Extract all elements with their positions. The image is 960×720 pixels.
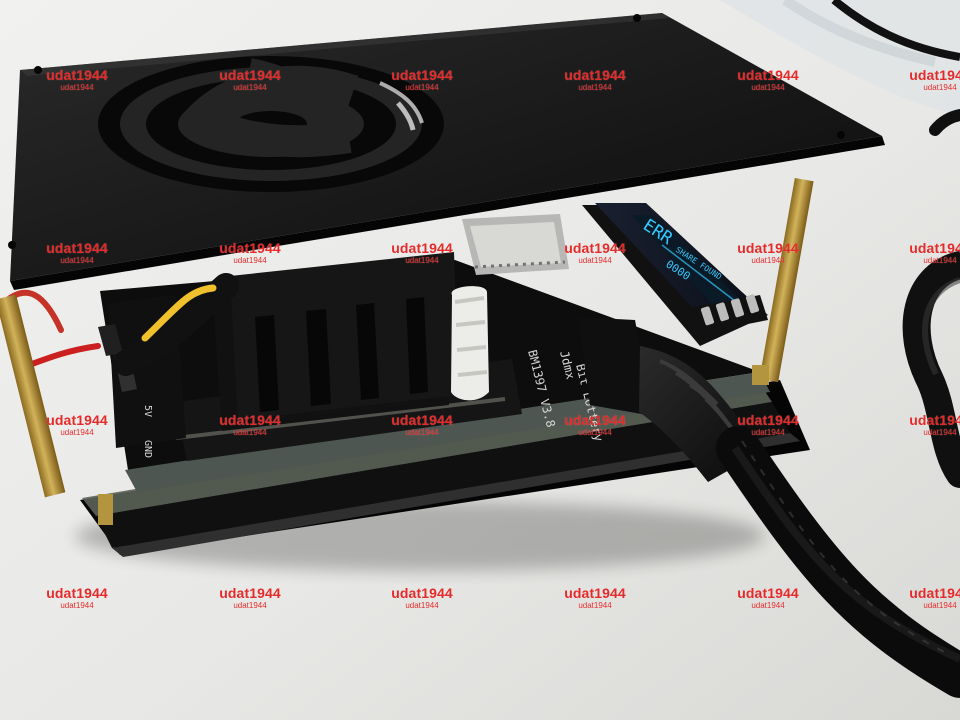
pcb-pin-5v-label: 5V (142, 405, 153, 417)
pcb-pin-gnd-label: GND (142, 440, 153, 458)
pcb-brand-label: Jdmx (557, 349, 578, 380)
